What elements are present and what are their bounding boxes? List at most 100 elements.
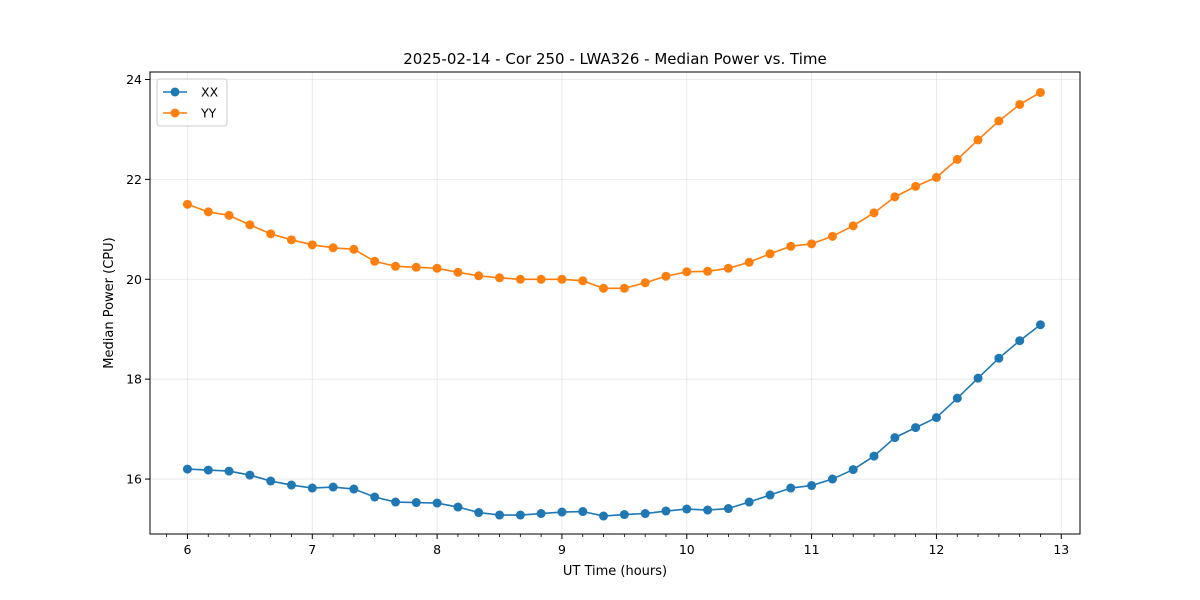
x-tick-label: 13 [1053, 542, 1069, 557]
legend-label-yy: YY [200, 106, 217, 121]
data-point-yy [869, 208, 879, 218]
data-point-xx [578, 507, 588, 517]
data-point-xx [307, 483, 317, 493]
data-point-xx [931, 413, 941, 423]
grid-lines [150, 72, 1080, 534]
data-point-xx [453, 502, 463, 512]
y-tick-label: 16 [126, 472, 142, 487]
data-point-yy [578, 276, 588, 286]
data-point-xx [869, 451, 879, 461]
data-point-xx [536, 509, 546, 519]
data-point-yy [765, 249, 775, 259]
x-tick-label: 8 [433, 542, 441, 557]
series-layer [182, 87, 1045, 521]
x-tick-label: 6 [183, 542, 191, 557]
x-tick-label: 11 [804, 542, 820, 557]
data-point-yy [224, 210, 234, 220]
data-point-yy [411, 262, 421, 272]
data-point-xx [286, 480, 296, 490]
legend-swatch-marker-xx [170, 87, 180, 97]
x-tick-label: 10 [679, 542, 695, 557]
data-point-yy [952, 154, 962, 164]
data-point-yy [391, 261, 401, 271]
data-point-xx [1015, 336, 1025, 346]
data-point-yy [619, 283, 629, 293]
data-point-xx [848, 465, 858, 475]
data-point-xx [619, 510, 629, 520]
data-point-yy [266, 229, 276, 239]
x-tick-label: 9 [558, 542, 566, 557]
data-point-xx [328, 482, 338, 492]
data-point-xx [994, 353, 1004, 363]
data-point-xx [807, 481, 817, 491]
data-point-yy [682, 267, 692, 277]
data-point-yy [515, 274, 525, 284]
data-point-xx [224, 466, 234, 476]
data-point-xx [827, 474, 837, 484]
y-tick-label: 18 [126, 372, 142, 387]
data-point-xx [911, 423, 921, 433]
data-point-xx [640, 509, 650, 519]
y-axis-label: Median Power (CPU) [102, 237, 117, 368]
data-point-xx [744, 497, 754, 507]
data-point-yy [557, 274, 567, 284]
data-point-xx [1035, 320, 1045, 330]
data-point-xx [890, 433, 900, 443]
x-tick-label: 12 [928, 542, 944, 557]
data-point-xx [682, 504, 692, 514]
y-tick-label: 22 [126, 172, 142, 187]
legend-label-xx: XX [201, 85, 219, 100]
data-point-yy [911, 181, 921, 191]
data-point-yy [848, 221, 858, 231]
data-point-xx [661, 506, 671, 516]
data-point-yy [599, 283, 609, 293]
data-point-yy [474, 271, 484, 281]
data-point-yy [370, 256, 380, 266]
data-point-xx [723, 504, 733, 514]
data-point-yy [786, 241, 796, 251]
y-tick-label: 24 [126, 72, 142, 87]
data-point-xx [266, 476, 276, 486]
data-point-xx [182, 464, 192, 474]
plot-area-frame [149, 71, 1081, 535]
data-point-yy [994, 116, 1004, 126]
data-point-yy [744, 257, 754, 267]
data-point-xx [203, 465, 213, 475]
data-point-yy [640, 278, 650, 288]
data-point-yy [349, 244, 359, 254]
y-tick-label: 20 [126, 272, 142, 287]
data-point-yy [536, 274, 546, 284]
data-point-xx [786, 483, 796, 493]
data-point-yy [328, 243, 338, 253]
data-point-yy [827, 231, 837, 241]
data-point-yy [661, 271, 671, 281]
data-point-yy [286, 235, 296, 245]
chart-title: 2025-02-14 - Cor 250 - LWA326 - Median P… [403, 50, 827, 68]
data-point-xx [432, 498, 442, 508]
data-point-xx [599, 511, 609, 521]
data-point-yy [1035, 87, 1045, 97]
data-point-yy [453, 267, 463, 277]
data-point-yy [723, 263, 733, 273]
data-point-xx [495, 510, 505, 520]
data-point-yy [703, 266, 713, 276]
data-point-yy [182, 199, 192, 209]
data-point-xx [349, 484, 359, 494]
data-point-yy [495, 273, 505, 283]
data-point-xx [474, 508, 484, 518]
data-point-xx [973, 373, 983, 383]
legend: XX YY [156, 78, 228, 127]
data-point-xx [370, 492, 380, 502]
legend-swatch-marker-yy [170, 108, 180, 118]
data-point-yy [307, 240, 317, 250]
data-point-yy [973, 135, 983, 145]
data-point-xx [515, 510, 525, 520]
data-point-xx [411, 498, 421, 508]
data-point-xx [765, 490, 775, 500]
data-point-yy [1015, 99, 1025, 109]
axis-ticks: 6 7 8 9 10 11 12 13 16 18 20 22 24 [126, 72, 1069, 557]
data-point-xx [245, 470, 255, 480]
x-axis-label: UT Time (hours) [563, 564, 667, 579]
data-point-xx [557, 507, 567, 517]
